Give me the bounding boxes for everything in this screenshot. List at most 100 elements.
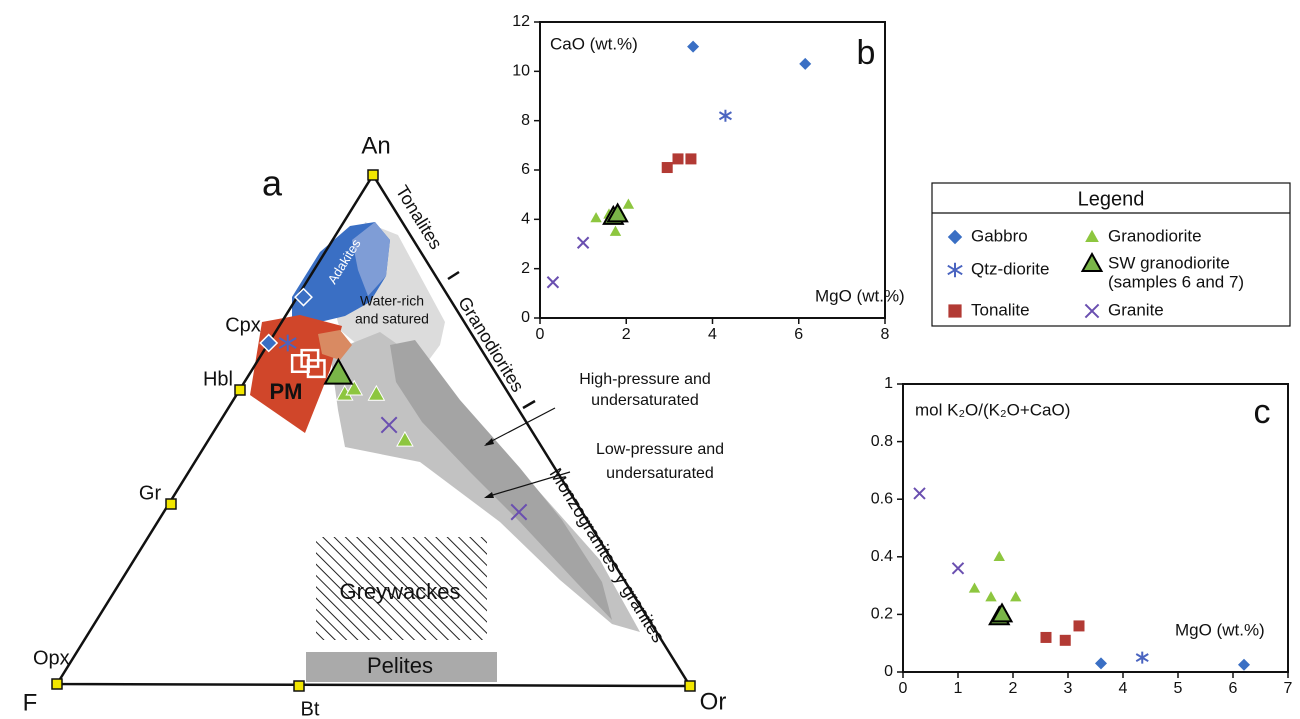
data-point — [799, 57, 812, 70]
data-point — [1040, 631, 1052, 643]
legend-label: Qtz-diorite — [971, 259, 1049, 278]
data-point — [672, 153, 684, 165]
field-label: undersaturated — [591, 392, 699, 409]
data-point — [1073, 620, 1085, 632]
data-point — [1238, 658, 1250, 671]
high-pressure-field — [390, 340, 612, 620]
ternary-point — [345, 379, 364, 396]
panel-label: a — [262, 163, 283, 204]
data-point — [951, 562, 965, 575]
field-label: Low-pressure and — [596, 441, 724, 458]
x-axis-label: MgO (wt.%) — [1175, 620, 1265, 639]
legend-label: Gabbro — [971, 226, 1028, 245]
data-point — [606, 202, 629, 223]
legend-label: Granite — [1108, 300, 1164, 319]
y-tick-label: 0.6 — [871, 490, 893, 507]
data-point — [576, 236, 590, 249]
field-label: Pelites — [367, 653, 433, 678]
ternary-frame — [54, 172, 693, 688]
legend-label: Tonalite — [971, 300, 1030, 319]
ternary-point — [323, 357, 354, 385]
vertex-label: Or — [700, 688, 727, 715]
data-point — [1095, 657, 1107, 670]
x-tick-label: 0 — [899, 680, 908, 697]
y-tick-label: 6 — [521, 161, 530, 178]
legend-marker — [1085, 229, 1099, 243]
plot-frame — [539, 21, 886, 319]
data-point — [685, 153, 697, 165]
y-axis-label: CaO (wt.%) — [550, 34, 638, 53]
field-label: undersaturated — [606, 465, 714, 482]
x-tick-label: 0 — [536, 326, 545, 343]
x-tick-label: 2 — [622, 326, 631, 343]
data-point — [1135, 651, 1149, 664]
field-label: Greywackes — [339, 579, 460, 604]
data-point — [985, 591, 997, 602]
ternary-point — [300, 348, 320, 368]
legend-marker — [1080, 251, 1104, 272]
data-point — [661, 162, 673, 174]
legend-marker — [1084, 303, 1100, 319]
overlap-field — [318, 330, 352, 360]
data-point — [913, 487, 926, 500]
data-point — [990, 602, 1014, 623]
vertex-marker — [165, 498, 177, 510]
data-point — [718, 109, 732, 122]
field-label: PM — [270, 379, 303, 404]
legend-label: Granodiorite — [1108, 226, 1202, 245]
y-tick-label: 0.8 — [871, 433, 893, 450]
x-tick-label: 5 — [1174, 680, 1183, 697]
y-tick-label: 0 — [521, 309, 530, 326]
y-tick-label: 2 — [521, 260, 530, 277]
arrow — [485, 407, 556, 445]
vertex-marker — [367, 169, 379, 181]
ternary-point — [510, 503, 528, 521]
y-tick-label: 10 — [512, 63, 530, 80]
data-point — [1010, 591, 1022, 602]
pelites-field — [306, 652, 497, 682]
x-tick-label: 1 — [954, 680, 963, 697]
vertex-marker — [293, 680, 305, 692]
x-tick-label: 2 — [1009, 680, 1018, 697]
legend-marker — [947, 229, 963, 245]
x-tick-label: 4 — [1119, 680, 1128, 697]
mineral-label: Hbl — [203, 368, 233, 390]
x-tick-label: 6 — [794, 326, 803, 343]
field-label: and satured — [355, 311, 429, 327]
data-point — [622, 198, 635, 209]
arrow — [485, 471, 571, 498]
ternary-point — [278, 334, 297, 352]
x-tick-label: 8 — [881, 326, 890, 343]
legend-marker — [947, 262, 963, 278]
ternary-diagram — [54, 172, 693, 688]
legend-label: SW granodiorite — [1108, 253, 1230, 272]
adakite-overlap — [352, 222, 390, 296]
mineral-label: Gr — [139, 482, 162, 504]
vertex-marker — [234, 384, 246, 396]
panel-label: b — [857, 34, 876, 72]
data-point — [687, 40, 700, 53]
ternary-point — [396, 430, 414, 447]
y-tick-label: 0.4 — [871, 548, 893, 565]
mineral-label: Bt — [301, 698, 320, 719]
y-axis-label: mol K₂O/(K₂O+CaO) — [915, 400, 1070, 419]
legend-note: (samples 6 and 7) — [1108, 272, 1244, 291]
y-tick-label: 0.2 — [871, 606, 893, 623]
mineral-label: Cpx — [225, 314, 261, 336]
vertex-label: An — [361, 132, 390, 159]
ternary-point — [380, 416, 398, 434]
y-tick-label: 12 — [512, 13, 530, 30]
data-point — [609, 225, 622, 236]
data-point — [1059, 634, 1071, 646]
y-tick-label: 4 — [521, 211, 530, 228]
y-tick-label: 1 — [884, 375, 893, 392]
field-label: High-pressure and — [579, 371, 711, 388]
ternary-point — [294, 287, 313, 307]
edge-divider — [447, 270, 460, 281]
arrow-head — [484, 438, 494, 446]
data-point — [968, 582, 981, 593]
vertex-label: F — [23, 689, 38, 716]
field-label: Water-rich — [360, 293, 424, 309]
ternary-point — [367, 384, 386, 401]
